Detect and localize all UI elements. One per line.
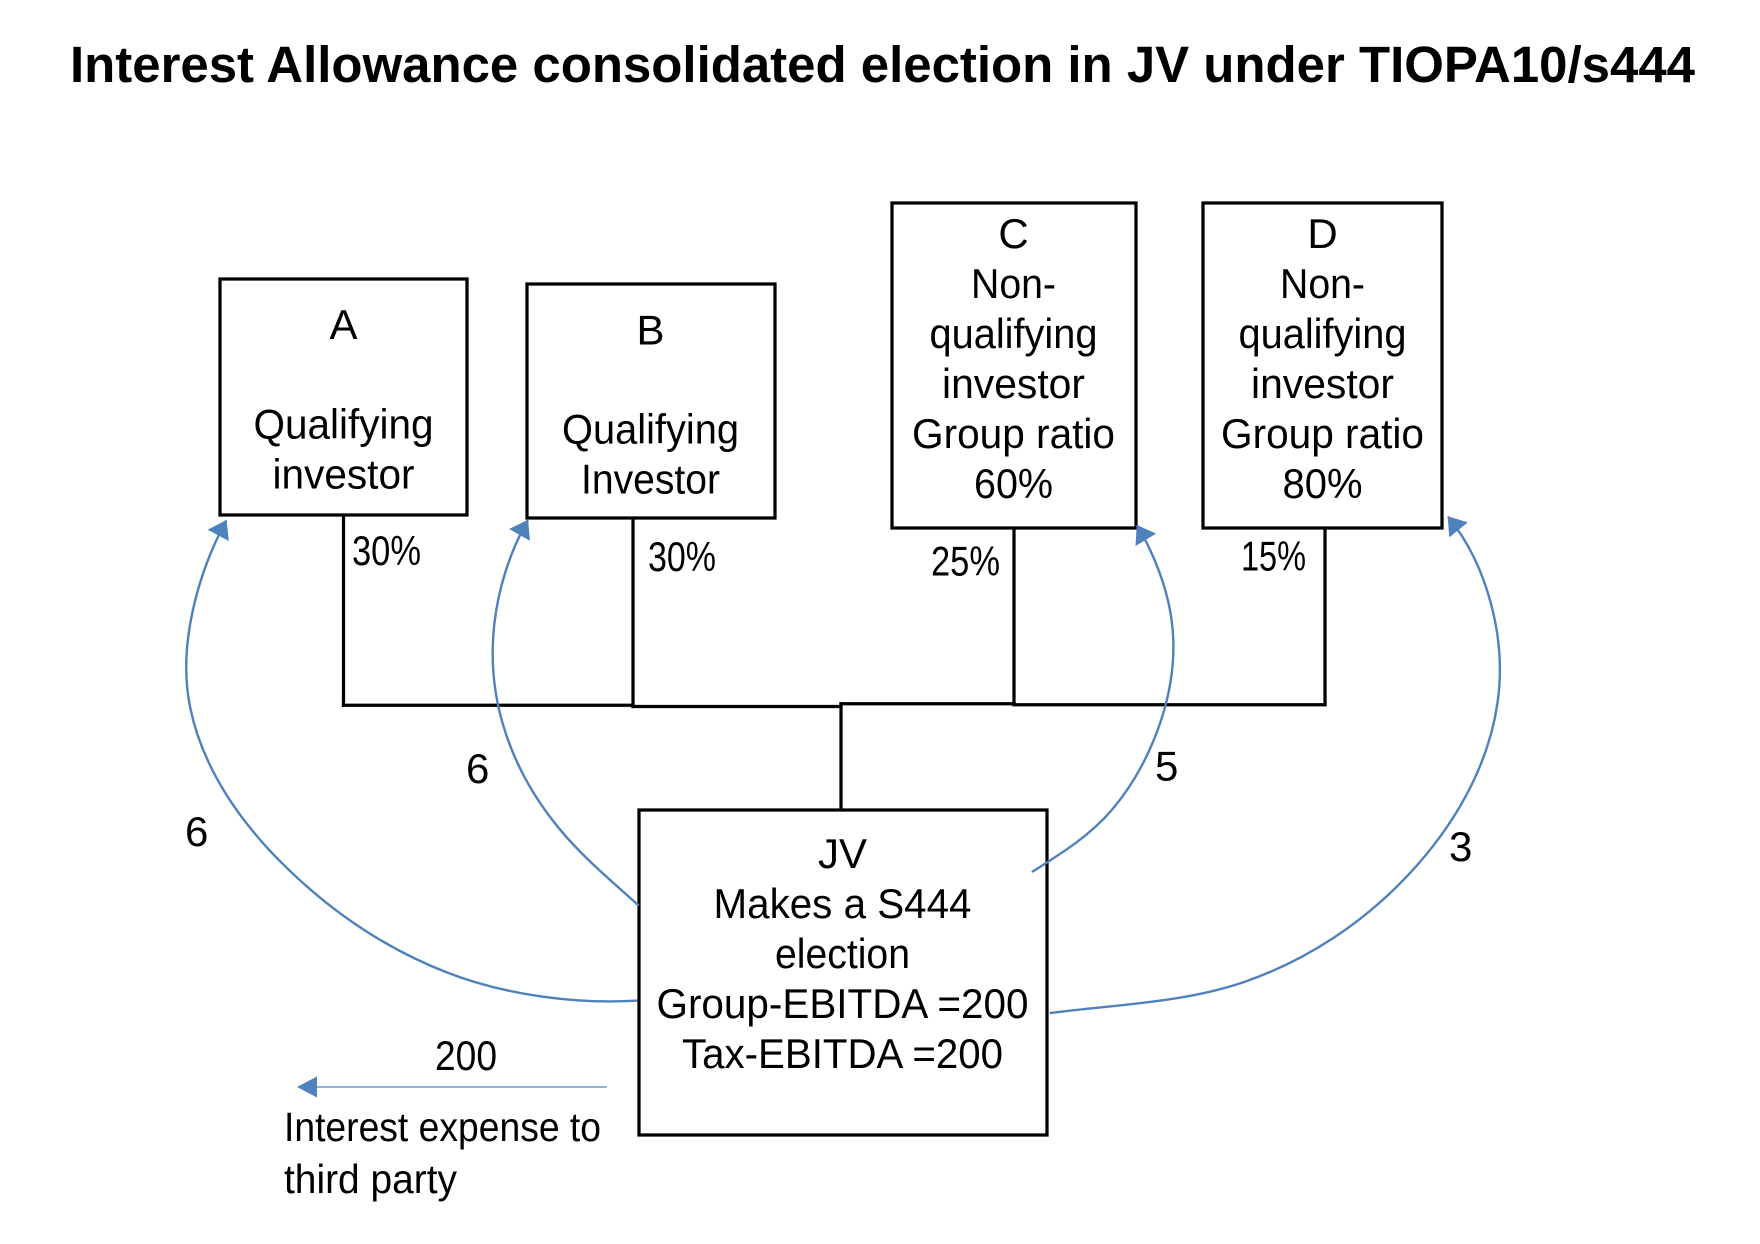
svg-text:qualifying: qualifying — [1239, 310, 1407, 357]
svg-text:Interest expense to: Interest expense to — [284, 1104, 601, 1150]
svg-text:Non-: Non- — [1280, 260, 1365, 307]
svg-text:80%: 80% — [1283, 460, 1363, 507]
svg-text:30%: 30% — [352, 527, 421, 574]
svg-text:15%: 15% — [1241, 533, 1306, 580]
svg-text:investor: investor — [942, 360, 1085, 407]
svg-text:B: B — [636, 307, 664, 354]
svg-text:investor: investor — [273, 451, 415, 498]
svg-text:Tax-EBITDA =200: Tax-EBITDA =200 — [682, 1030, 1003, 1077]
svg-text:Non-: Non- — [971, 260, 1056, 307]
svg-text:qualifying: qualifying — [930, 310, 1098, 357]
svg-text:Qualifying: Qualifying — [562, 406, 739, 453]
svg-text:investor: investor — [1251, 360, 1394, 407]
svg-text:third party: third party — [284, 1156, 457, 1202]
svg-text:Group ratio: Group ratio — [1221, 410, 1424, 457]
svg-text:30%: 30% — [648, 533, 716, 580]
svg-text:5: 5 — [1155, 743, 1178, 790]
svg-text:6: 6 — [185, 808, 208, 855]
svg-text:Makes a S444: Makes a S444 — [714, 880, 972, 927]
svg-text:Qualifying: Qualifying — [254, 401, 434, 448]
svg-text:C: C — [998, 210, 1028, 257]
svg-text:JV: JV — [818, 830, 867, 877]
svg-text:Interest Allowance consolidate: Interest Allowance consolidated election… — [70, 36, 1696, 93]
svg-text:D: D — [1307, 210, 1337, 257]
svg-text:200: 200 — [435, 1032, 497, 1079]
svg-text:election: election — [775, 930, 910, 977]
svg-text:6: 6 — [466, 745, 489, 792]
svg-text:Group-EBITDA =200: Group-EBITDA =200 — [657, 980, 1029, 1027]
svg-text:A: A — [329, 301, 357, 348]
svg-text:3: 3 — [1449, 823, 1472, 870]
svg-text:60%: 60% — [974, 460, 1053, 507]
svg-text:Group ratio: Group ratio — [912, 410, 1115, 457]
svg-text:Investor: Investor — [581, 456, 720, 503]
svg-text:25%: 25% — [931, 538, 1000, 585]
